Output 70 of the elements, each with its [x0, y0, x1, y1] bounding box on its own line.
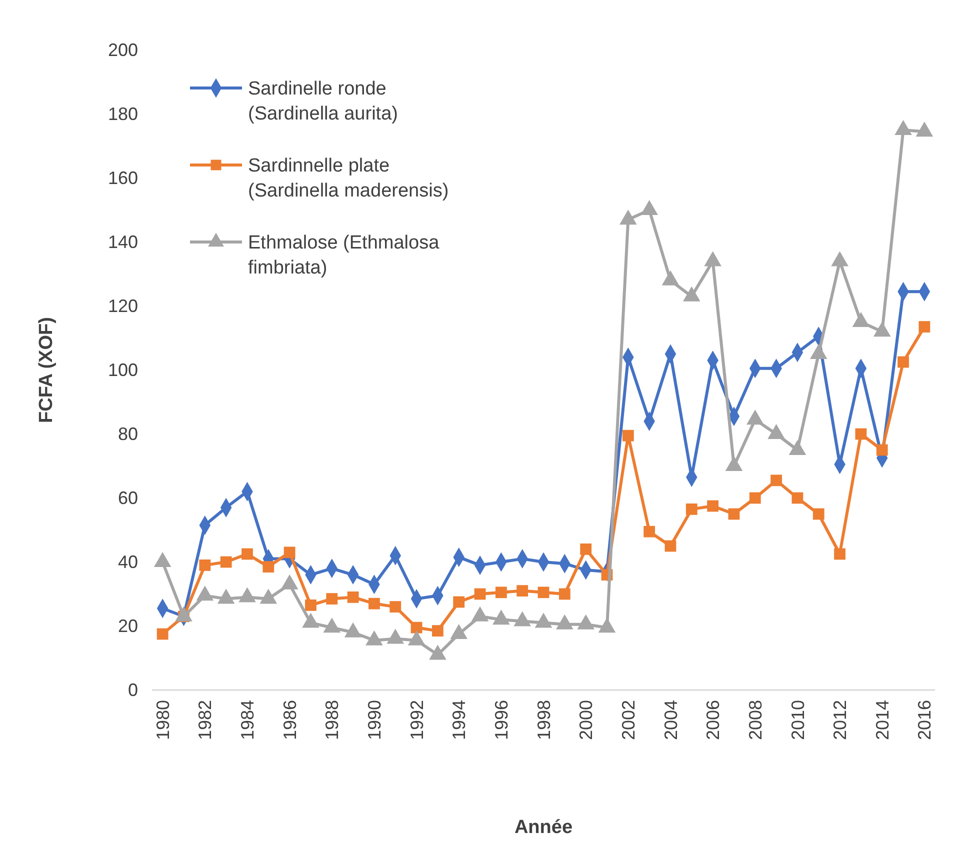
- x-tick-label: 1994: [449, 700, 470, 740]
- point: [284, 546, 296, 558]
- y-tick-label: 0: [128, 680, 138, 700]
- x-tick-label: 1996: [491, 700, 512, 740]
- point: [898, 356, 909, 368]
- x-tick-label: 2004: [660, 700, 681, 740]
- point: [516, 585, 528, 596]
- point: [220, 556, 232, 568]
- point: [580, 544, 592, 555]
- x-tick-label: 1984: [238, 700, 258, 740]
- legend-label: Sardinelle ronde (Sardinella aurita): [248, 78, 398, 124]
- point: [770, 474, 782, 486]
- legend-label: Ethmalose (Ethmalosa fimbriata): [248, 232, 440, 278]
- y-tick-label: 160: [108, 168, 138, 188]
- point: [855, 428, 867, 440]
- point: [749, 492, 761, 504]
- point: [432, 625, 444, 636]
- point: [622, 430, 634, 442]
- x-tick-label: 1998: [534, 700, 554, 740]
- point: [792, 492, 804, 504]
- point: [686, 504, 698, 515]
- point: [305, 600, 316, 611]
- point: [326, 593, 338, 604]
- point: [242, 548, 253, 560]
- x-axis-title: Année: [514, 817, 573, 838]
- point: [410, 622, 422, 634]
- x-tick-label: 1992: [406, 700, 427, 740]
- point: [834, 548, 846, 560]
- point: [664, 540, 676, 552]
- x-tick-label: 1982: [195, 700, 216, 740]
- x-tick-label: 2014: [872, 700, 892, 740]
- x-tick-label: 1986: [280, 700, 300, 740]
- point: [495, 586, 507, 598]
- x-tick-label: 1980: [152, 700, 173, 740]
- point: [262, 561, 274, 572]
- x-tick-label: 2016: [914, 700, 935, 740]
- legend-label: Sardinnelle plate (Sardinella maderensis): [248, 156, 449, 202]
- x-tick-label: 2010: [788, 700, 808, 740]
- point: [368, 598, 380, 610]
- point: [558, 588, 570, 600]
- point: [876, 444, 888, 456]
- y-tick-label: 140: [108, 232, 138, 252]
- point: [644, 526, 656, 538]
- y-tick-label: 60: [118, 488, 138, 508]
- point: [347, 592, 359, 603]
- point: [453, 596, 465, 608]
- point: [199, 560, 211, 571]
- y-tick-label: 180: [108, 104, 138, 124]
- x-tick-label: 2000: [576, 700, 596, 740]
- y-tick-label: 120: [108, 296, 138, 316]
- point: [156, 628, 168, 640]
- point: [538, 586, 550, 598]
- point: [918, 321, 930, 332]
- point: [707, 500, 718, 512]
- y-tick-label: 100: [108, 360, 138, 380]
- x-tick-label: 2012: [830, 700, 850, 740]
- x-tick-label: 2002: [618, 700, 638, 740]
- y-tick-label: 40: [118, 552, 138, 572]
- y-axis-title: FCFA (XOF): [36, 317, 57, 423]
- point: [474, 588, 486, 600]
- x-tick-label: 2006: [703, 700, 724, 740]
- point: [728, 508, 740, 520]
- x-tick-label: 2008: [745, 700, 766, 740]
- y-tick-label: 80: [118, 424, 138, 444]
- x-tick-label: 1988: [322, 700, 342, 740]
- y-tick-label: 20: [118, 616, 138, 636]
- point: [812, 508, 824, 520]
- y-tick-label: 200: [108, 40, 138, 60]
- point: [390, 601, 402, 612]
- x-tick-label: 1990: [364, 700, 385, 740]
